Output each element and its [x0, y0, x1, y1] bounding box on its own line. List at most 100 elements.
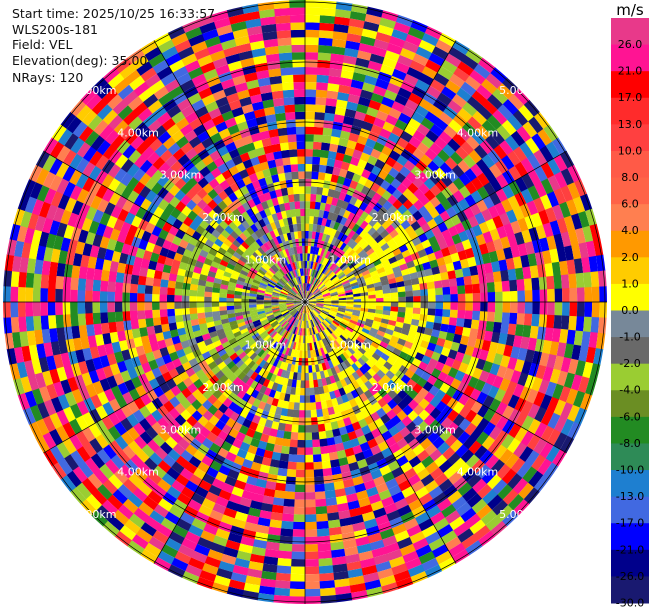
velocity-gate — [440, 393, 453, 406]
velocity-gate — [101, 88, 119, 105]
velocity-gate — [526, 434, 541, 451]
colorbar-segment — [611, 283, 649, 311]
velocity-gate — [165, 154, 178, 168]
velocity-gate — [314, 270, 319, 278]
velocity-gate — [400, 374, 411, 385]
velocity-gate — [108, 398, 121, 413]
velocity-gate — [244, 142, 256, 153]
velocity-gate — [330, 307, 339, 311]
velocity-gate — [391, 28, 409, 42]
velocity-gate — [177, 327, 186, 336]
range-ring-label: 4.00km — [117, 466, 159, 479]
velocity-gate — [380, 496, 395, 508]
velocity-gate — [424, 268, 433, 277]
velocity-gate — [250, 232, 259, 241]
velocity-gate — [273, 587, 290, 597]
velocity-gate — [229, 352, 239, 361]
velocity-gate — [420, 302, 429, 309]
velocity-gate — [546, 353, 557, 370]
velocity-gate — [315, 279, 321, 287]
velocity-gate — [187, 257, 198, 267]
velocity-gate — [317, 263, 322, 272]
velocity-gate — [249, 254, 258, 262]
velocity-gate — [479, 139, 494, 155]
velocity-gate — [162, 330, 172, 340]
velocity-gate — [122, 292, 130, 302]
velocity-gate — [409, 531, 426, 545]
velocity-gate — [251, 492, 264, 503]
velocity-gate — [315, 262, 320, 271]
velocity-gate — [351, 444, 363, 455]
velocity-gate — [567, 404, 580, 423]
velocity-gate — [399, 263, 409, 272]
velocity-gate — [145, 426, 159, 440]
velocity-gate — [206, 548, 224, 561]
velocity-gate — [361, 28, 378, 40]
velocity-gate — [124, 329, 134, 341]
velocity-gate — [349, 344, 358, 353]
velocity-gate — [185, 111, 200, 124]
velocity-gate — [344, 310, 353, 315]
velocity-gate — [247, 257, 256, 265]
velocity-gate — [253, 139, 264, 150]
velocity-gate — [300, 216, 306, 224]
velocity-gate — [122, 444, 136, 460]
velocity-gate — [69, 486, 87, 505]
velocity-gate — [325, 497, 338, 507]
velocity-gate — [269, 339, 277, 348]
velocity-gate — [217, 403, 229, 414]
velocity-gate — [352, 118, 365, 129]
velocity-gate — [226, 293, 235, 299]
velocity-gate — [260, 16, 277, 26]
velocity-gate — [133, 193, 146, 207]
velocity-gate — [434, 308, 443, 317]
velocity-gate — [317, 557, 333, 567]
velocity-gate — [352, 149, 363, 160]
velocity-gate — [323, 297, 332, 301]
velocity-gate — [306, 305, 309, 314]
velocity-gate — [12, 331, 22, 349]
velocity-gate — [218, 560, 235, 573]
velocity-gate — [328, 272, 336, 280]
velocity-gate — [305, 111, 316, 120]
velocity-gate — [354, 235, 363, 244]
velocity-gate — [43, 399, 57, 416]
velocity-gate — [279, 234, 286, 243]
velocity-gate — [355, 368, 364, 378]
velocity-gate — [399, 426, 411, 439]
velocity-gate — [145, 73, 162, 88]
velocity-gate — [271, 307, 280, 311]
velocity-gate — [417, 420, 429, 433]
velocity-gate — [274, 334, 281, 342]
velocity-gate — [249, 352, 258, 361]
velocity-gate — [345, 308, 354, 313]
velocity-gate — [140, 521, 157, 537]
velocity-gate — [248, 125, 260, 136]
velocity-gate — [342, 539, 357, 549]
velocity-gate — [431, 225, 442, 237]
velocity-gate — [362, 448, 374, 459]
velocity-gate — [246, 349, 255, 358]
velocity-gate — [239, 340, 248, 349]
velocity-gate — [420, 289, 429, 297]
velocity-gate — [344, 447, 355, 458]
velocity-gate — [310, 327, 314, 336]
velocity-gate — [500, 236, 511, 250]
velocity-gate — [456, 528, 474, 544]
velocity-gate — [272, 413, 281, 423]
velocity-gate — [361, 327, 370, 335]
velocity-gate — [206, 252, 216, 261]
velocity-gate — [477, 105, 493, 121]
velocity-gate — [498, 259, 508, 272]
velocity-gate — [552, 204, 565, 221]
velocity-gate — [341, 264, 349, 272]
velocity-gate — [226, 348, 236, 357]
velocity-gate — [180, 123, 194, 137]
velocity-gate — [377, 397, 388, 408]
velocity-gate — [101, 499, 118, 516]
velocity-gate — [290, 558, 305, 567]
velocity-gate — [433, 473, 449, 487]
velocity-gate — [358, 333, 367, 341]
velocity-gate — [400, 130, 414, 143]
velocity-gate — [17, 286, 26, 302]
